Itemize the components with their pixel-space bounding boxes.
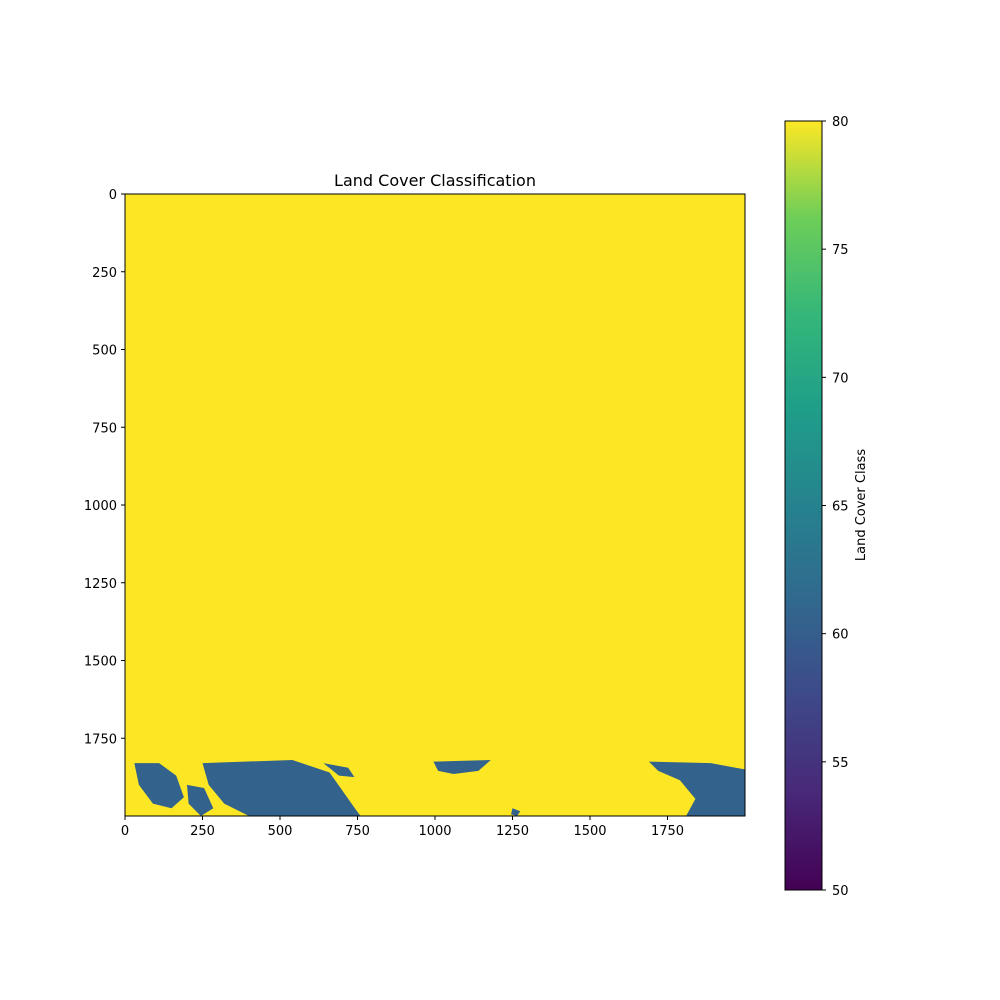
- colorbar-tick-label: 50: [832, 884, 849, 899]
- colorbar-tick-label: 55: [832, 756, 849, 771]
- x-tick-label: 1500: [573, 824, 606, 839]
- chart-title: Land Cover Classification: [334, 171, 536, 190]
- x-tick-label: 750: [345, 824, 370, 839]
- colorbar-tick-label: 75: [832, 243, 849, 258]
- x-tick-label: 1250: [496, 824, 529, 839]
- x-tick-label: 0: [121, 824, 129, 839]
- y-tick-label: 750: [92, 421, 117, 436]
- colorbar-tick-label: 60: [832, 628, 849, 643]
- colorbar-ticks: 50 55 60 65 70 75 80: [822, 115, 849, 899]
- x-tick-label: 1000: [418, 824, 451, 839]
- class-region-1: [202, 760, 361, 816]
- class-region-0: [134, 763, 184, 809]
- colorbar: 50 55 60 65 70 75 80 Land Cover Class: [784, 115, 869, 899]
- heatmap-background-class: [125, 194, 745, 816]
- colorbar-label: Land Cover Class: [854, 449, 869, 561]
- y-tick-label: 0: [109, 188, 117, 203]
- class-region-6: [511, 808, 521, 816]
- x-axis: 0 250 500 750 1000 1250 1500 1750: [121, 816, 684, 839]
- heatmap-regions: [134, 760, 745, 816]
- colorbar-tick-label: 70: [832, 371, 849, 386]
- x-tick-label: 1750: [651, 824, 684, 839]
- class-region-4: [433, 760, 491, 774]
- y-tick-label: 1750: [84, 732, 117, 747]
- y-tick-label: 1500: [84, 655, 117, 670]
- class-region-2: [187, 784, 214, 816]
- y-tick-label: 1000: [84, 499, 117, 514]
- heatmap-image: [125, 194, 745, 816]
- class-region-5: [648, 761, 745, 816]
- y-tick-label: 500: [92, 344, 117, 359]
- y-axis: 0 250 500 750 1000 1250 1500 1750: [84, 188, 125, 747]
- class-region-3: [323, 763, 355, 778]
- colorbar-gradient: [784, 120, 823, 891]
- colorbar-tick-label: 65: [832, 500, 849, 515]
- x-tick-label: 250: [190, 824, 215, 839]
- colorbar-tick-label: 80: [832, 115, 849, 130]
- y-tick-label: 250: [92, 266, 117, 281]
- x-tick-label: 500: [268, 824, 293, 839]
- y-tick-label: 1250: [84, 577, 117, 592]
